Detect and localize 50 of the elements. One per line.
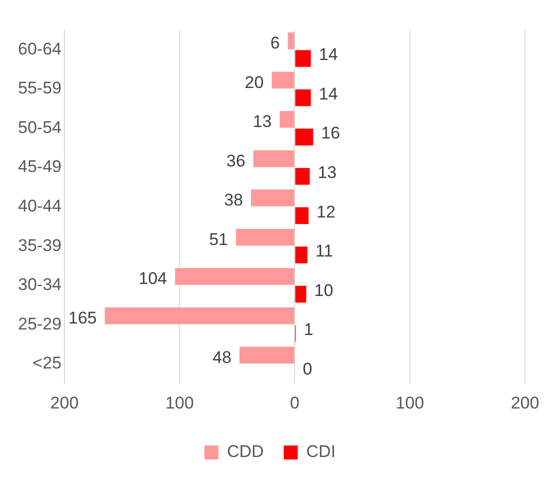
bar xyxy=(236,228,294,246)
bar xyxy=(295,286,306,303)
bar xyxy=(253,150,294,168)
data-label: 11 xyxy=(315,242,334,261)
bar xyxy=(295,207,309,224)
bar xyxy=(295,246,308,264)
data-label: 10 xyxy=(314,280,334,300)
data-label: 1 xyxy=(304,320,314,340)
y-tick-label: 25-29 xyxy=(18,314,62,334)
bar xyxy=(104,307,294,324)
data-label: 48 xyxy=(212,348,232,367)
data-label: 165 xyxy=(68,308,97,328)
y-tick-label: 55-59 xyxy=(18,78,62,98)
bar xyxy=(272,72,294,88)
bar xyxy=(250,190,294,206)
bar xyxy=(175,268,294,285)
x-tick-label: 100 xyxy=(165,393,194,412)
x-tick-label: 200 xyxy=(50,393,79,412)
data-label: 20 xyxy=(244,72,264,92)
data-label: 16 xyxy=(321,124,340,143)
bar xyxy=(295,50,311,67)
data-label: 6 xyxy=(270,33,280,52)
bar xyxy=(295,89,311,106)
y-tick-label: 45-49 xyxy=(18,157,62,176)
bar xyxy=(288,32,294,50)
x-tick-label: 100 xyxy=(396,393,424,412)
legend-label: CDD xyxy=(226,442,264,462)
data-label: 51 xyxy=(209,230,228,249)
y-tick-label: <25 xyxy=(32,354,62,373)
data-label: 14 xyxy=(318,84,338,104)
x-tick-label: 0 xyxy=(290,393,300,412)
data-label: 13 xyxy=(252,112,272,132)
bar xyxy=(280,110,294,128)
data-label: 38 xyxy=(224,190,243,210)
legend-label: CDI xyxy=(306,442,336,462)
data-label: 13 xyxy=(318,163,337,182)
y-tick-label: 35-39 xyxy=(18,236,62,255)
data-label: 12 xyxy=(316,202,336,222)
bar xyxy=(239,346,294,364)
y-tick-label: 60-64 xyxy=(18,39,62,58)
bar xyxy=(295,128,314,146)
y-tick-label: 30-34 xyxy=(18,275,62,294)
y-tick-label: 50-54 xyxy=(18,118,62,137)
x-tick-label: 200 xyxy=(510,393,540,412)
data-label: 14 xyxy=(318,45,338,64)
data-label: 36 xyxy=(226,151,246,170)
data-label: 0 xyxy=(302,359,312,378)
bar xyxy=(295,168,310,185)
y-tick-label: 40-44 xyxy=(18,196,62,216)
data-label: 104 xyxy=(138,269,168,288)
